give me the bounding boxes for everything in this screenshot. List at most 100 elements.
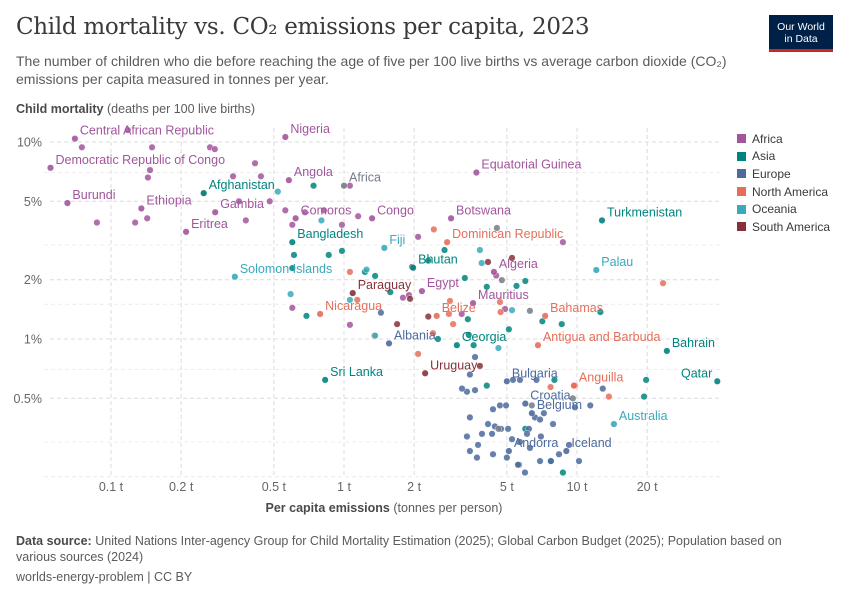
- data-point[interactable]: [516, 376, 524, 384]
- data-point[interactable]: [569, 394, 577, 402]
- data-point-labeled[interactable]: [521, 400, 529, 408]
- data-point[interactable]: [346, 296, 354, 304]
- data-point[interactable]: [301, 208, 309, 216]
- data-point[interactable]: [288, 221, 296, 229]
- data-point[interactable]: [659, 279, 667, 287]
- data-point-labeled[interactable]: [288, 238, 296, 246]
- data-point[interactable]: [466, 371, 474, 379]
- data-point[interactable]: [424, 257, 432, 265]
- legend-item[interactable]: North America: [737, 183, 830, 201]
- data-point[interactable]: [461, 274, 469, 282]
- data-point[interactable]: [434, 335, 442, 343]
- data-point-labeled[interactable]: [505, 447, 513, 455]
- data-point-labeled[interactable]: [321, 376, 329, 384]
- data-point[interactable]: [640, 393, 648, 401]
- data-point[interactable]: [471, 386, 479, 394]
- data-point[interactable]: [496, 298, 504, 306]
- data-point[interactable]: [575, 457, 583, 465]
- data-point-labeled[interactable]: [281, 133, 289, 141]
- data-point-labeled[interactable]: [562, 447, 570, 455]
- data-point[interactable]: [473, 454, 481, 462]
- data-point[interactable]: [393, 320, 401, 328]
- data-point-labeled[interactable]: [340, 182, 348, 190]
- data-point[interactable]: [325, 251, 333, 259]
- data-point[interactable]: [476, 246, 484, 254]
- data-point[interactable]: [463, 388, 471, 396]
- data-point-labeled[interactable]: [47, 164, 55, 172]
- data-point[interactable]: [458, 310, 466, 318]
- data-point[interactable]: [478, 259, 486, 267]
- data-point[interactable]: [458, 385, 466, 393]
- data-point[interactable]: [78, 143, 86, 151]
- data-point-labeled[interactable]: [610, 420, 618, 428]
- data-point[interactable]: [353, 296, 361, 304]
- data-point[interactable]: [211, 145, 219, 153]
- legend-item[interactable]: Europe: [737, 165, 830, 183]
- data-point[interactable]: [493, 224, 501, 232]
- data-point[interactable]: [466, 413, 474, 421]
- legend-item[interactable]: Asia: [737, 148, 830, 166]
- data-point[interactable]: [521, 469, 529, 477]
- data-point[interactable]: [466, 447, 474, 455]
- data-point[interactable]: [537, 432, 545, 440]
- data-point-labeled[interactable]: [182, 228, 190, 236]
- data-point[interactable]: [483, 382, 491, 390]
- data-point[interactable]: [526, 444, 534, 452]
- data-point[interactable]: [514, 461, 522, 469]
- data-point[interactable]: [148, 143, 156, 151]
- data-point-labeled[interactable]: [71, 135, 79, 143]
- data-point[interactable]: [497, 308, 505, 316]
- data-point[interactable]: [465, 331, 473, 339]
- data-point-labeled[interactable]: [472, 169, 480, 177]
- data-point[interactable]: [565, 441, 573, 449]
- data-point[interactable]: [526, 307, 534, 315]
- data-point[interactable]: [528, 401, 536, 409]
- data-point[interactable]: [558, 320, 566, 328]
- data-point[interactable]: [547, 457, 555, 465]
- data-point[interactable]: [464, 315, 472, 323]
- data-point[interactable]: [281, 206, 289, 214]
- data-point[interactable]: [474, 441, 482, 449]
- data-point-labeled[interactable]: [592, 266, 600, 274]
- data-point[interactable]: [124, 126, 132, 134]
- data-point[interactable]: [483, 283, 491, 291]
- data-point[interactable]: [471, 353, 479, 361]
- data-point[interactable]: [346, 321, 354, 329]
- data-point[interactable]: [274, 188, 282, 196]
- data-point[interactable]: [430, 225, 438, 233]
- data-point-labeled[interactable]: [285, 176, 293, 184]
- data-point[interactable]: [354, 212, 362, 220]
- legend-item[interactable]: Africa: [737, 130, 830, 148]
- data-point[interactable]: [463, 432, 471, 440]
- data-point-labeled[interactable]: [380, 244, 388, 252]
- data-point[interactable]: [445, 310, 453, 318]
- data-point-labeled[interactable]: [316, 310, 324, 318]
- data-point[interactable]: [317, 216, 325, 224]
- data-point[interactable]: [429, 329, 437, 337]
- data-point[interactable]: [251, 159, 259, 167]
- data-point[interactable]: [559, 238, 567, 246]
- data-point[interactable]: [476, 362, 484, 370]
- data-point[interactable]: [502, 401, 510, 409]
- data-point[interactable]: [547, 383, 555, 391]
- data-point[interactable]: [489, 405, 497, 413]
- data-point-labeled[interactable]: [570, 382, 578, 390]
- data-point[interactable]: [599, 385, 607, 393]
- data-point[interactable]: [302, 312, 310, 320]
- data-point-labeled[interactable]: [443, 238, 451, 246]
- data-point[interactable]: [257, 172, 265, 180]
- data-point[interactable]: [441, 246, 449, 254]
- data-point[interactable]: [559, 469, 567, 477]
- data-point-labeled[interactable]: [503, 377, 511, 385]
- data-point[interactable]: [449, 320, 457, 328]
- data-point[interactable]: [386, 288, 394, 296]
- data-point[interactable]: [310, 182, 318, 190]
- data-point[interactable]: [320, 206, 328, 214]
- data-point-labeled[interactable]: [534, 341, 542, 349]
- data-point-labeled[interactable]: [349, 289, 357, 297]
- data-point-labeled[interactable]: [447, 214, 455, 222]
- data-point-labeled[interactable]: [200, 189, 208, 197]
- data-point-labeled[interactable]: [598, 216, 606, 224]
- data-point[interactable]: [146, 166, 154, 174]
- data-point[interactable]: [288, 304, 296, 312]
